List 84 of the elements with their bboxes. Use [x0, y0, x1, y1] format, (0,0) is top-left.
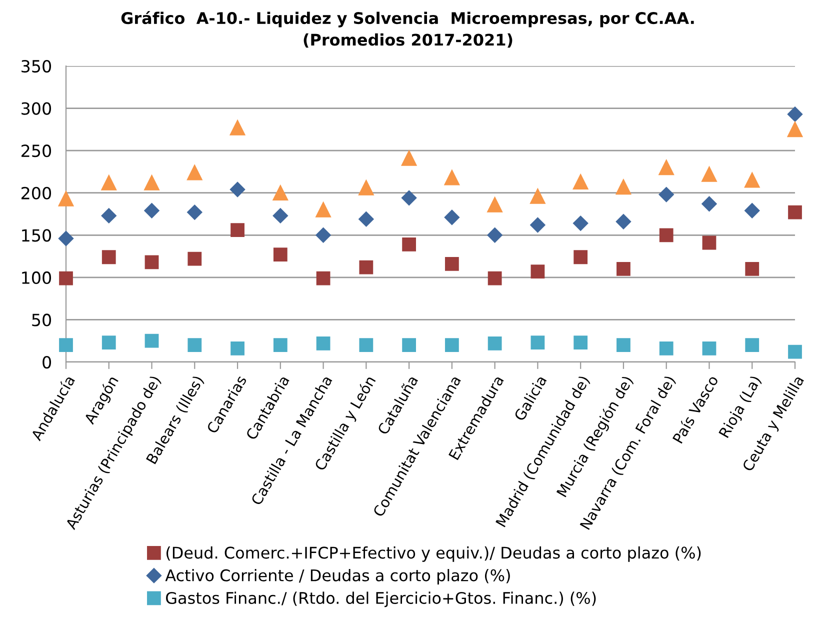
point — [744, 203, 760, 218]
point — [230, 223, 244, 238]
legend-label: (Deud. Comerc.+IFCP+Efectivo y equiv.)/ Deudas a corto plazo (%) — [166, 546, 701, 562]
point — [702, 166, 717, 182]
point — [659, 342, 674, 356]
point — [102, 250, 116, 264]
y-tick-label: 100 — [22, 271, 52, 284]
point — [572, 174, 588, 190]
point — [273, 338, 288, 352]
point — [530, 217, 546, 233]
point — [402, 338, 416, 352]
point — [616, 179, 632, 195]
point — [702, 236, 716, 250]
point — [316, 228, 331, 243]
point — [272, 208, 288, 224]
point — [788, 344, 802, 359]
y-tick-label: 350 — [22, 60, 52, 73]
point — [230, 182, 246, 198]
point — [658, 160, 674, 176]
point — [144, 175, 160, 190]
point — [787, 122, 803, 138]
point — [659, 228, 674, 242]
point — [444, 170, 460, 186]
point — [187, 204, 202, 220]
point — [574, 336, 588, 350]
point — [401, 150, 417, 166]
point — [187, 164, 202, 180]
point — [787, 106, 803, 122]
y-tick-label: 0 — [42, 356, 52, 369]
point — [488, 271, 502, 286]
legend-label: Gastos Financ./ (Rtdo. del Ejercicio+Gtos. Financ.) (%) — [166, 592, 596, 608]
point — [401, 190, 417, 206]
y-tick-label: 250 — [22, 144, 52, 158]
point — [487, 197, 502, 212]
point — [358, 212, 374, 227]
point — [58, 230, 74, 246]
point — [230, 342, 244, 356]
point — [702, 196, 717, 212]
point — [316, 336, 330, 350]
point — [188, 338, 202, 352]
point — [744, 172, 760, 188]
point — [487, 228, 502, 243]
legend-label: Activo Corriente / Deudas a corto plazo (%) — [165, 569, 510, 584]
point — [488, 336, 502, 350]
point — [102, 336, 116, 350]
chart-title: Gráfico A-10.- Liquidez y Solvencia Microempresas, por CC.AA. (Promedios 2017-2021) — [121, 11, 694, 48]
point — [101, 208, 116, 224]
point — [745, 338, 760, 352]
point — [658, 186, 674, 202]
point — [616, 214, 632, 230]
point — [530, 188, 546, 204]
point — [702, 342, 716, 356]
point — [101, 175, 117, 190]
point — [616, 338, 630, 352]
point — [359, 338, 374, 352]
point — [444, 256, 459, 271]
point — [444, 338, 459, 352]
point — [616, 262, 630, 276]
y-tick-label: 300 — [22, 102, 52, 115]
point — [402, 238, 416, 252]
point — [530, 264, 545, 278]
point — [58, 191, 74, 206]
point — [573, 216, 588, 231]
point — [530, 336, 545, 350]
point — [574, 250, 588, 264]
point — [59, 271, 73, 286]
point — [230, 120, 246, 136]
point — [359, 260, 374, 274]
point — [272, 185, 288, 200]
y-tick-label: 150 — [22, 229, 52, 242]
point — [144, 203, 160, 218]
point — [444, 210, 460, 225]
point — [144, 334, 159, 348]
point — [273, 248, 288, 262]
point — [188, 252, 202, 266]
point — [144, 255, 159, 270]
y-tick-label: 200 — [22, 186, 52, 200]
point — [358, 180, 374, 196]
point — [745, 262, 760, 276]
point — [59, 338, 73, 352]
point — [788, 205, 802, 220]
point — [316, 271, 330, 286]
point — [316, 202, 331, 218]
y-tick-label: 50 — [32, 314, 52, 326]
